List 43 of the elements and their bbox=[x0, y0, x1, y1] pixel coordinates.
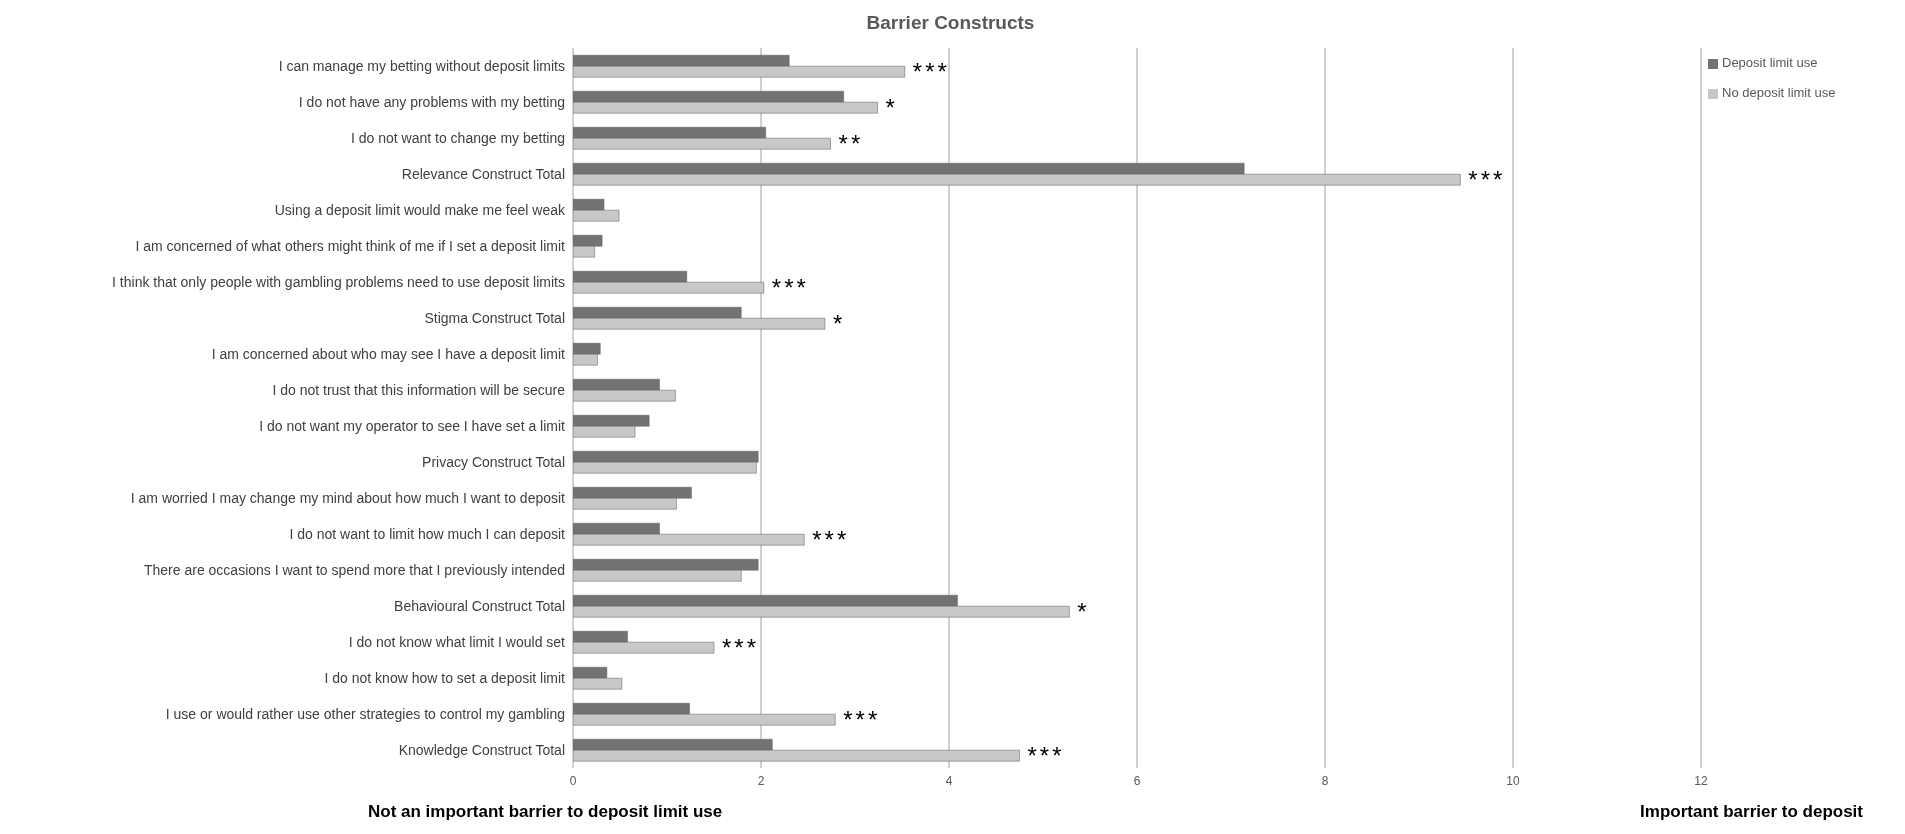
x-tick-label: 12 bbox=[1694, 773, 1708, 788]
annotation: * bbox=[885, 94, 898, 121]
y-tick-label: I use or would rather use other strategies to control my gambling bbox=[165, 705, 565, 722]
y-tick-label: I do not know what limit I would set bbox=[348, 633, 566, 650]
y-tick-label: I do not know how to set a deposit limit bbox=[324, 669, 566, 686]
y-tick-label: I do not want to change my betting bbox=[350, 129, 565, 146]
y-tick-label: I think that only people with gambling problems need to use deposit limits bbox=[112, 273, 565, 290]
x-tick-label: 2 bbox=[757, 773, 765, 788]
annotation: * bbox=[832, 310, 846, 337]
annotation: ** bbox=[838, 130, 864, 157]
y-tick-label: There are occasions I want to spend more that I previously intended bbox=[143, 561, 565, 578]
y-tick-label: I am concerned about who may see I have a deposit limit bbox=[211, 345, 566, 362]
y-tick-label: I can manage my betting without deposit limits bbox=[278, 57, 565, 74]
x-tick-label: 6 bbox=[1133, 773, 1141, 788]
y-tick-label: Privacy Construct Total bbox=[422, 453, 565, 470]
x-tick-label: 0 bbox=[569, 773, 577, 788]
y-tick-label: I am concerned of what others might think of me if I set a deposit limit bbox=[135, 237, 566, 254]
annotation: *** bbox=[771, 274, 809, 301]
y-tick-label: I do not trust that this information will be secure bbox=[272, 381, 566, 398]
y-tick-label: Relevance Construct Total bbox=[401, 165, 565, 182]
annotation: * bbox=[1077, 598, 1090, 625]
annotation: *** bbox=[843, 706, 881, 733]
text: Not an important barrier to deposit limit use bbox=[368, 802, 723, 822]
annotation: *** bbox=[1027, 742, 1065, 769]
y-tick-label: I do not have any problems with my betting bbox=[298, 93, 565, 110]
legend-label: Deposit limit use bbox=[1722, 55, 1818, 70]
y-tick-label: I am worried I may change my mind about how much I want to deposit bbox=[130, 489, 566, 506]
x-tick-label: 4 bbox=[945, 773, 953, 788]
y-tick-label: I do not want to limit how much I can deposit bbox=[289, 525, 566, 542]
y-tick-label: Stigma Construct Total bbox=[424, 309, 565, 326]
x-tick-label: 8 bbox=[1321, 773, 1329, 788]
legend-label: No deposit limit use bbox=[1722, 85, 1836, 100]
annotation: *** bbox=[1468, 166, 1506, 193]
y-tick-label: I do not want my operator to see I have set a limit bbox=[259, 417, 566, 434]
y-tick-label: Behavioural Construct Total bbox=[394, 597, 565, 614]
text: Important barrier to deposit bbox=[1640, 802, 1863, 822]
annotation: *** bbox=[812, 526, 850, 553]
annotation: *** bbox=[722, 634, 760, 661]
annotation: *** bbox=[912, 58, 950, 85]
y-tick-label: Knowledge Construct Total bbox=[398, 741, 565, 758]
y-tick-label: Using a deposit limit would make me feel weak bbox=[274, 201, 566, 218]
chart-title: Barrier Constructs bbox=[865, 11, 1036, 35]
x-tick-label: 10 bbox=[1506, 773, 1520, 788]
